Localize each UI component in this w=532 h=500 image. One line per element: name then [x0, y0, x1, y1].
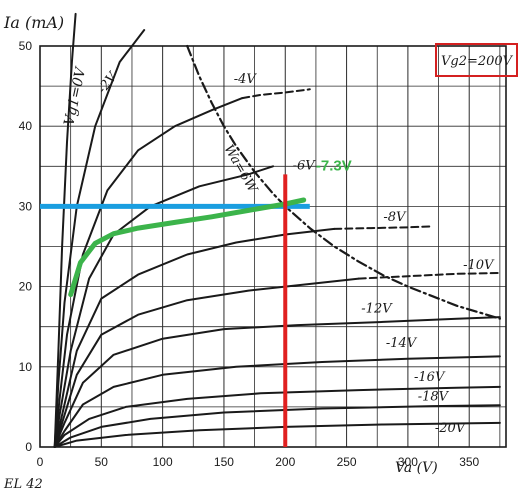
curve-8v-dashed — [333, 225, 434, 230]
curve-label-12v: -12V — [361, 301, 393, 316]
green-interpolated-curve — [68, 197, 307, 298]
vg2-label: Vg2=200V — [441, 54, 514, 69]
curves-group — [53, 12, 501, 448]
x-tick-label: 200 — [275, 455, 295, 469]
curve-wa-6w-dashed — [186, 44, 501, 320]
overlays: -7.3V — [40, 157, 352, 447]
plot-frame — [39, 45, 507, 448]
curve-label-6v: -6V — [293, 159, 317, 174]
y-tick-label: 20 — [19, 280, 33, 294]
x-axis-title: Va (V) — [395, 460, 438, 476]
curve-label-16v: -16V — [414, 370, 446, 385]
x-tick-label: 150 — [214, 455, 234, 469]
corner-label: EL 42 — [3, 477, 43, 492]
curve-label-8v: -8V — [383, 210, 407, 225]
y-tick-label: 50 — [19, 39, 33, 53]
x-tick-label: 250 — [337, 455, 357, 469]
x-tick-label: 300 — [398, 455, 418, 469]
curve-4v — [53, 97, 244, 448]
x-tick-label: 350 — [459, 455, 479, 469]
curve-label-18v: -18V — [418, 389, 450, 404]
curve-label-20v: -20V — [435, 421, 467, 436]
curve-10v — [53, 277, 360, 448]
curve-20v — [53, 421, 501, 448]
green-curve-label: -7.3V — [316, 157, 352, 174]
curve-labels: Vg1=0V -2V -4V -6V -8V -10V -12V -14V -16V -18V -2… — [61, 64, 495, 435]
y-axis-title: Ia (mA) — [3, 13, 64, 32]
curve-label-vg1-0v: Vg1=0V — [61, 64, 89, 127]
curve-label-14v: -14V — [386, 336, 418, 351]
y-tick-label: 0 — [25, 440, 32, 454]
grid — [39, 45, 507, 448]
curve-vg1-0v — [53, 12, 77, 448]
curve-12v — [53, 316, 501, 448]
curve-label-2v: -2V — [95, 69, 121, 97]
y-tick-label: 40 — [19, 119, 33, 133]
axis-ticks: 0 50 100 150 200 250 300 350 0 10 20 30 40 50 — [19, 39, 480, 469]
y-tick-label: 10 — [19, 360, 33, 374]
curve-4v-dashed — [241, 88, 311, 100]
y-tick-label: 30 — [19, 199, 33, 213]
x-tick-label: 0 — [37, 455, 44, 469]
curve-10v-dashed — [357, 272, 501, 280]
x-tick-label: 100 — [153, 455, 173, 469]
curve-14v — [53, 355, 501, 448]
curve-8v — [53, 227, 336, 448]
vg2-highlight-box — [435, 43, 518, 77]
curve-label-10v: -10V — [463, 258, 495, 273]
curve-16v — [53, 385, 501, 448]
curve-label-4v: -4V — [234, 72, 258, 87]
curve-18v — [53, 404, 501, 448]
x-tick-label: 50 — [95, 455, 109, 469]
